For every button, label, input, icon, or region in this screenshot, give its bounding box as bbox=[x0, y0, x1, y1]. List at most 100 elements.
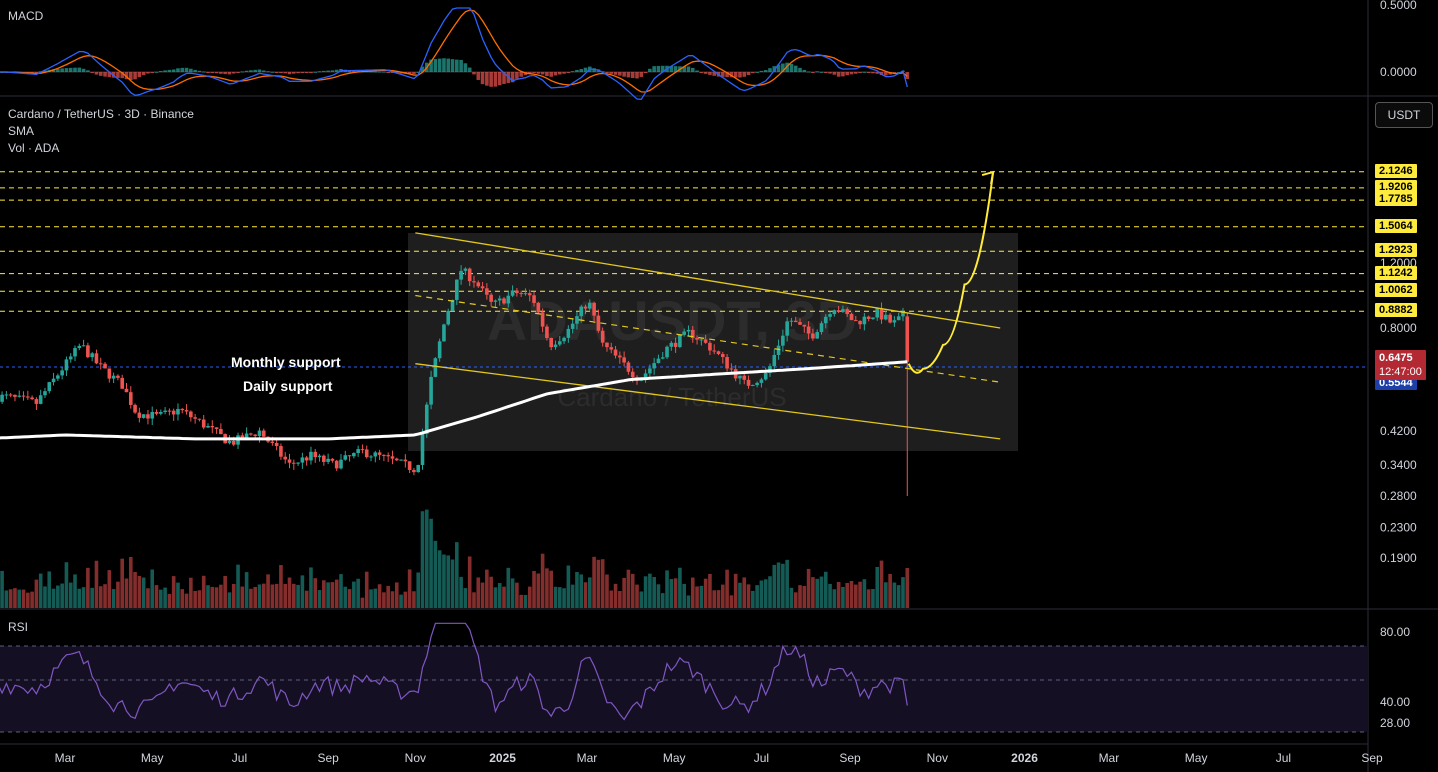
bar-countdown: 12:47:00 bbox=[1379, 365, 1422, 378]
macd-histogram-bar bbox=[793, 65, 798, 72]
volume-bar bbox=[73, 574, 77, 608]
candle-body bbox=[828, 314, 832, 317]
macd-axis-label: 0.0000 bbox=[1380, 65, 1417, 79]
candle-body bbox=[729, 368, 734, 370]
macd-histogram-bar bbox=[815, 71, 819, 73]
volume-bar bbox=[322, 580, 326, 608]
macd-histogram-bar bbox=[309, 72, 313, 73]
symbol-title[interactable]: Cardano / TetherUS · 3D · Binance bbox=[8, 107, 194, 121]
macd-histogram-bar bbox=[150, 72, 155, 73]
candle-body bbox=[249, 433, 253, 435]
candle-body bbox=[116, 375, 120, 378]
candle-body bbox=[201, 419, 206, 428]
volume-bar bbox=[901, 577, 905, 608]
candle-body bbox=[557, 341, 562, 345]
monthly-support-label: Monthly support bbox=[231, 354, 341, 370]
macd-histogram-bar bbox=[643, 72, 648, 73]
volume-bar bbox=[836, 581, 841, 608]
rsi-layer bbox=[0, 622, 908, 721]
candle-body bbox=[407, 461, 412, 470]
volume-bar bbox=[34, 579, 39, 608]
candle-body bbox=[386, 455, 390, 457]
candle-body bbox=[412, 469, 416, 473]
resistance-level-tag: 1.5064 bbox=[1375, 218, 1417, 233]
volume-bar bbox=[699, 585, 704, 608]
macd-histogram-bar bbox=[270, 71, 275, 73]
candle-body bbox=[56, 375, 60, 379]
candle-body bbox=[334, 460, 339, 469]
candle-body bbox=[738, 375, 742, 379]
volume-bar bbox=[841, 586, 845, 608]
projection-path bbox=[907, 171, 995, 374]
volume-bar bbox=[502, 586, 506, 608]
candle-body bbox=[120, 377, 124, 389]
candle-body bbox=[163, 410, 167, 413]
candle-body bbox=[73, 348, 77, 357]
macd-histogram-bar bbox=[532, 72, 536, 73]
candle-body bbox=[540, 312, 545, 327]
candle-body bbox=[257, 430, 262, 437]
macd-histogram-bar bbox=[193, 69, 197, 72]
volume-bar bbox=[742, 577, 747, 608]
macd-histogram-bar bbox=[94, 72, 99, 75]
volume-bar bbox=[463, 588, 468, 608]
rsi-axis-label: 40.00 bbox=[1380, 695, 1410, 709]
macd-histogram-bar bbox=[875, 72, 880, 74]
time-axis-label: Sep bbox=[317, 751, 339, 765]
currency-button[interactable]: USDT bbox=[1375, 102, 1433, 128]
volume-bar bbox=[678, 567, 682, 608]
macd-histogram-bar bbox=[60, 68, 64, 72]
sma-indicator-label[interactable]: SMA bbox=[8, 124, 35, 138]
macd-signal-line bbox=[0, 9, 908, 93]
volume-bar bbox=[197, 590, 202, 608]
candle-body bbox=[862, 316, 867, 325]
macd-histogram-bar bbox=[798, 67, 802, 72]
candle-body bbox=[819, 323, 824, 333]
volume-bar bbox=[257, 584, 262, 608]
volume-bar bbox=[17, 589, 22, 608]
volume-bar bbox=[553, 586, 558, 608]
candle-body bbox=[159, 412, 163, 414]
candle-body bbox=[836, 310, 841, 312]
candle-body bbox=[416, 464, 421, 473]
volume-bar bbox=[570, 584, 575, 608]
volume-bar bbox=[472, 592, 476, 608]
candle-body bbox=[274, 442, 279, 447]
volume-bar bbox=[159, 589, 163, 608]
candle-body bbox=[206, 425, 210, 428]
macd-histogram-bar bbox=[416, 71, 421, 73]
volume-bar bbox=[86, 567, 90, 608]
macd-histogram-bar bbox=[43, 70, 47, 72]
volume-indicator-label[interactable]: Vol · ADA bbox=[8, 141, 60, 155]
volume-bar bbox=[13, 588, 17, 608]
volume-bar bbox=[180, 589, 185, 608]
volume-bar bbox=[111, 589, 116, 608]
macd-histogram-bar bbox=[407, 72, 412, 75]
volume-bar bbox=[412, 591, 416, 608]
macd-histogram-bar bbox=[802, 69, 807, 72]
volume-bar bbox=[249, 588, 253, 608]
channel-upper-line bbox=[415, 232, 1001, 329]
volume-bar bbox=[326, 582, 330, 608]
macd-histogram-bar bbox=[244, 70, 249, 72]
volume-bar bbox=[819, 576, 824, 608]
macd-histogram-bar bbox=[219, 72, 223, 74]
candle-body bbox=[8, 394, 13, 396]
candle-body bbox=[369, 456, 373, 458]
rsi-band bbox=[0, 646, 1368, 732]
volume-bar bbox=[802, 585, 807, 608]
time-axis-label: Jul bbox=[232, 751, 247, 765]
volume-bar bbox=[446, 555, 451, 608]
volume-bar bbox=[690, 577, 695, 608]
resistance-level-tag: 1.2923 bbox=[1375, 243, 1417, 258]
candle-body bbox=[227, 440, 232, 444]
volume-bar bbox=[339, 574, 343, 608]
price-axis-label: 0.2300 bbox=[1380, 520, 1417, 534]
candle-body bbox=[489, 294, 493, 302]
macd-histogram-bar bbox=[377, 71, 382, 73]
volume-bar bbox=[583, 582, 588, 608]
volume-bar bbox=[686, 595, 691, 608]
volume-bar bbox=[193, 590, 197, 608]
macd-histogram-bar bbox=[733, 72, 738, 78]
